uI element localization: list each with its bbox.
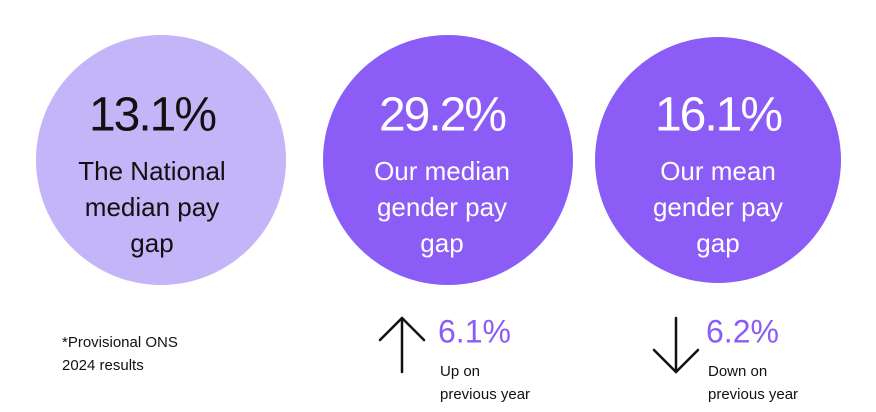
arrow-up (378, 316, 426, 342)
arrow-down (652, 348, 700, 374)
circle (36, 35, 286, 285)
caption-line: gap (420, 228, 463, 258)
caption-line: Our mean (660, 156, 776, 186)
change-text: previous year (440, 386, 530, 403)
footnote: *Provisional ONS (62, 334, 178, 351)
caption-line: gender pay (377, 192, 507, 222)
caption-line: gap (130, 228, 173, 258)
caption-line: median pay (85, 192, 219, 222)
caption-line: gender pay (653, 192, 783, 222)
figure: 16.1% (655, 89, 781, 142)
circle (323, 35, 573, 285)
figure: 13.1% (89, 89, 215, 142)
circle (595, 37, 841, 283)
caption-line: gap (696, 228, 739, 258)
change-figure: 6.1% (438, 313, 511, 349)
footnote: 2024 results (62, 357, 144, 374)
figure: 29.2% (379, 89, 505, 142)
change-figure: 6.2% (706, 313, 779, 349)
change-text: previous year (708, 386, 798, 403)
caption-line: Our median (374, 156, 510, 186)
change-text: Up on (440, 363, 480, 380)
change-text: Down on (708, 363, 767, 380)
caption-line: The National (78, 156, 225, 186)
